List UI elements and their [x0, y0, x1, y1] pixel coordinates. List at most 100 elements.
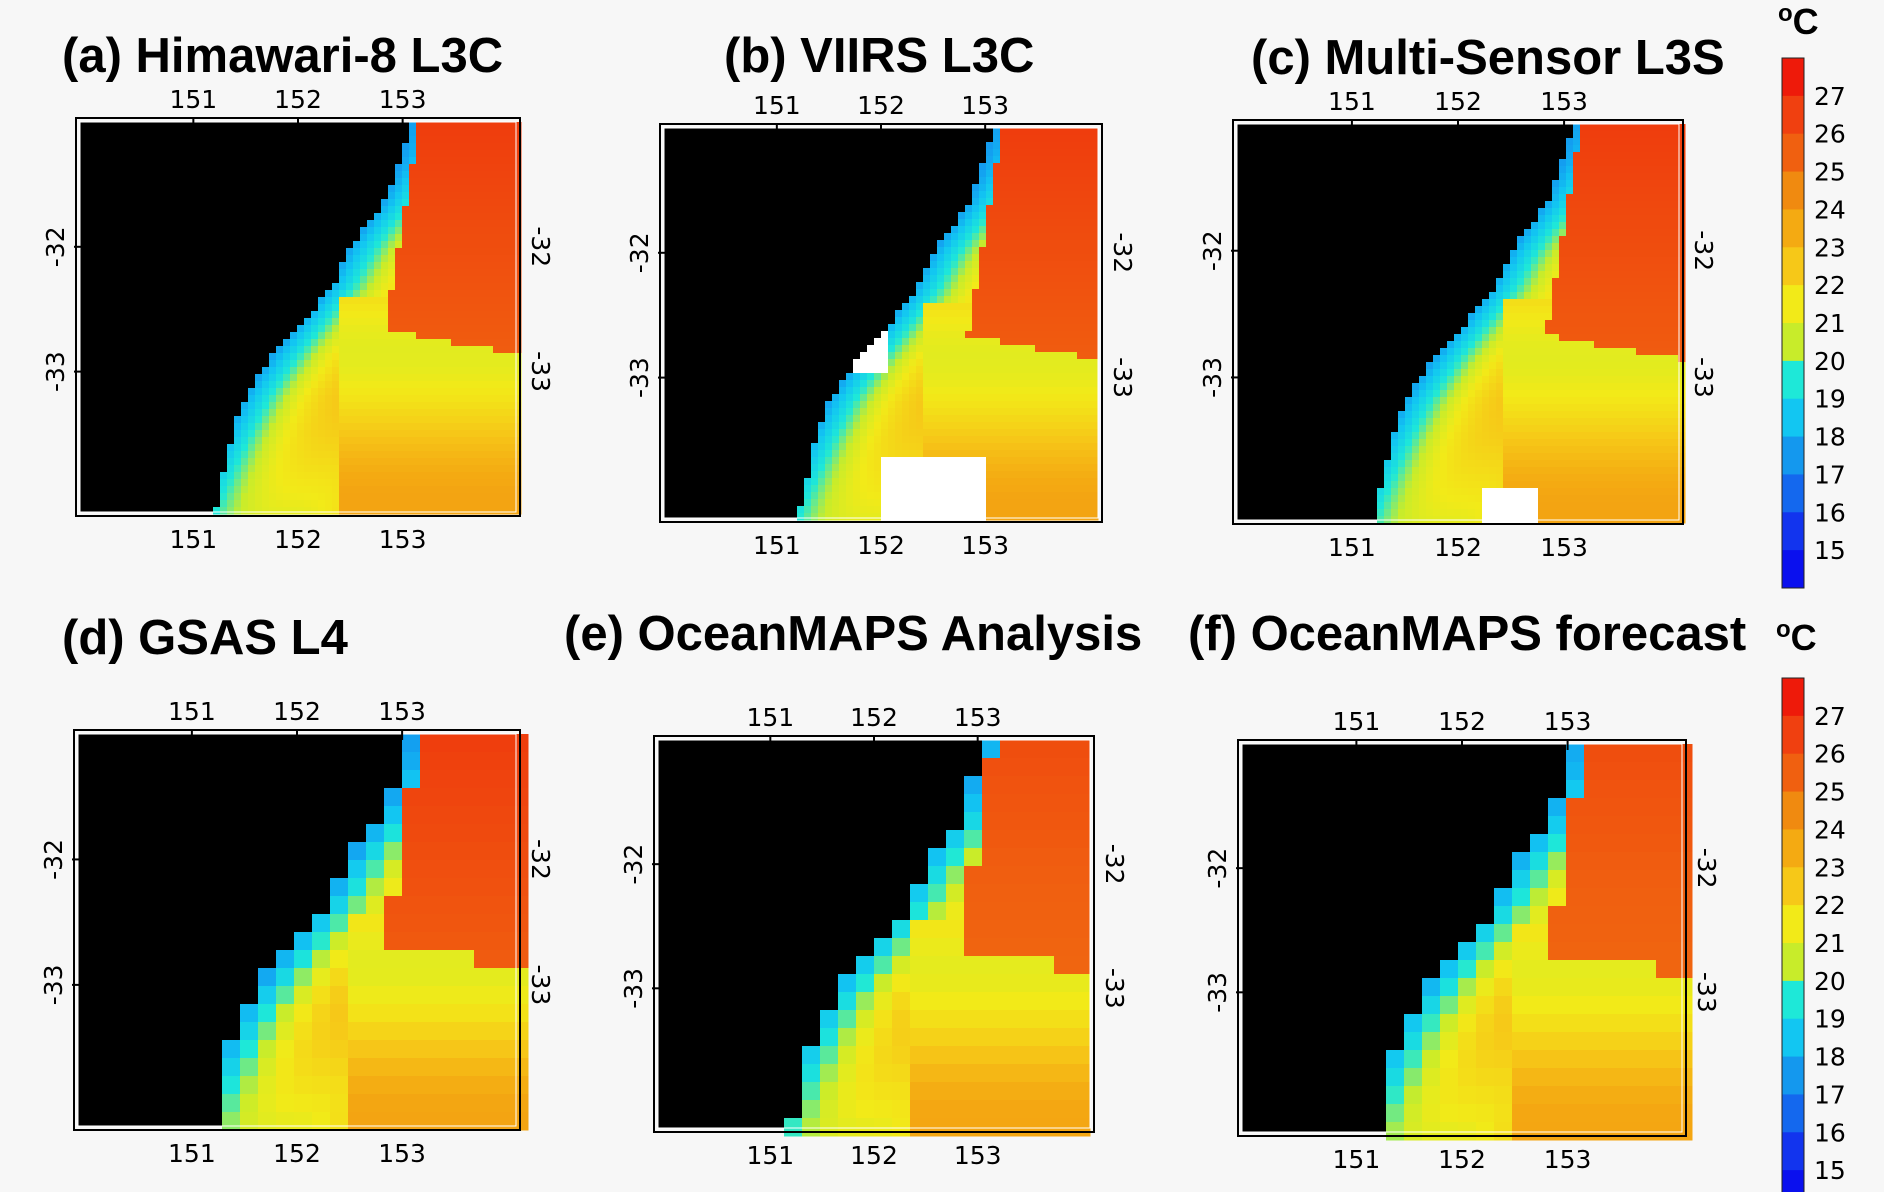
colorbar-swatch — [1782, 792, 1804, 830]
colorbar-label: 15 — [1814, 1156, 1846, 1185]
x-tick-label-top: 152 — [857, 91, 905, 120]
colorbar-swatch — [1782, 323, 1804, 361]
colorbar-label: 20 — [1814, 967, 1846, 996]
colorbar-label: 26 — [1814, 740, 1846, 769]
colorbar-label: 26 — [1814, 120, 1846, 149]
colorbar-label: 19 — [1814, 1005, 1846, 1034]
x-tick-label-bottom: 153 — [961, 531, 1009, 560]
colorbar-swatch — [1782, 867, 1804, 905]
x-tick-label-top: 151 — [753, 91, 801, 120]
colorbar-label: 21 — [1814, 309, 1846, 338]
x-tick-label-top: 153 — [1540, 87, 1588, 116]
x-tick-label-top: 152 — [273, 697, 321, 726]
x-tick-label-bottom: 152 — [274, 525, 322, 554]
x-tick-label-top: 153 — [379, 85, 427, 114]
y-tick-label-right: -33 — [1689, 357, 1718, 398]
x-tick-label-top: 151 — [170, 85, 218, 114]
colorbar-swatch — [1782, 1170, 1804, 1192]
x-tick-label-top: 153 — [1544, 707, 1592, 736]
colorbar-label: 22 — [1814, 271, 1846, 300]
x-tick-label-top: 152 — [850, 703, 898, 732]
colorbar-swatch — [1782, 285, 1804, 323]
x-tick-label-top: 153 — [378, 697, 426, 726]
colorbar-swatch — [1782, 716, 1804, 754]
colorbar-label: 22 — [1814, 891, 1846, 920]
colorbar-swatch — [1782, 512, 1804, 550]
colorbar-swatch — [1782, 172, 1804, 210]
y-tick-label-left: -33 — [41, 351, 70, 392]
colorbar-swatch — [1782, 58, 1804, 96]
x-tick-label-bottom: 151 — [753, 531, 801, 560]
x-tick-label-bottom: 151 — [168, 1139, 216, 1168]
colorbar-swatch — [1782, 209, 1804, 247]
colorbar-swatch — [1782, 1019, 1804, 1057]
y-tick-label-right: -32 — [526, 839, 555, 880]
y-tick-label-right: -33 — [1100, 968, 1129, 1009]
x-tick-label-bottom: 151 — [1328, 533, 1376, 562]
colorbar-swatch — [1782, 1094, 1804, 1132]
colorbar-label: 16 — [1814, 1118, 1846, 1147]
y-tick-label-left: -32 — [39, 839, 68, 880]
colorbar-swatch — [1782, 550, 1804, 588]
colorbar-swatch — [1782, 96, 1804, 134]
panel-title-f: (f) OceanMAPS forecast — [1188, 610, 1746, 659]
colorbar-label: 16 — [1814, 498, 1846, 527]
colorbar-swatch — [1782, 678, 1804, 716]
x-tick-label-top: 153 — [954, 703, 1002, 732]
colorbar-swatch — [1782, 361, 1804, 399]
x-tick-label-top: 151 — [1328, 87, 1376, 116]
y-tick-label-right: -32 — [526, 226, 555, 267]
x-tick-label-top: 153 — [961, 91, 1009, 120]
colorbar-swatch — [1782, 1057, 1804, 1095]
colorbar-label: 15 — [1814, 536, 1846, 565]
colorbar-unit-top: oC — [1778, 2, 1819, 40]
y-tick-label-right: -33 — [1108, 357, 1137, 398]
x-tick-label-bottom: 153 — [954, 1141, 1002, 1170]
colorbar-label: 18 — [1814, 423, 1846, 452]
y-tick-label-left: -32 — [1198, 230, 1227, 271]
y-tick-label-left: -32 — [625, 232, 654, 273]
x-tick-label-top: 151 — [168, 697, 216, 726]
sst-map-panel-b: 151 151 152 152 153 153 -32 -32 -33 -33 — [604, 68, 1158, 578]
x-tick-label-bottom: 152 — [857, 531, 905, 560]
x-tick-label-bottom: 153 — [379, 525, 427, 554]
x-tick-label-bottom: 151 — [746, 1141, 794, 1170]
y-tick-label-left: -33 — [39, 964, 68, 1005]
colorbar-label: 17 — [1814, 460, 1846, 489]
colorbar-swatch — [1782, 437, 1804, 475]
colorbar-label: 27 — [1814, 702, 1846, 731]
colorbar-swatch — [1782, 754, 1804, 792]
colorbar-label: 25 — [1814, 158, 1846, 187]
y-tick-label-left: -32 — [1203, 848, 1232, 889]
colorbar-label: 18 — [1814, 1043, 1846, 1072]
colorbar-label: 20 — [1814, 347, 1846, 376]
panel-title-e: (e) OceanMAPS Analysis — [564, 610, 1142, 659]
colorbar-swatch — [1782, 829, 1804, 867]
x-tick-label-top: 152 — [274, 85, 322, 114]
y-tick-label-right: -33 — [1692, 972, 1721, 1013]
colorbar-swatch — [1782, 399, 1804, 437]
x-tick-label-bottom: 153 — [1540, 533, 1588, 562]
colorbar-swatch — [1782, 1132, 1804, 1170]
x-tick-label-bottom: 153 — [378, 1139, 426, 1168]
x-tick-label-bottom: 152 — [273, 1139, 321, 1168]
colorbar-swatch — [1782, 943, 1804, 981]
colorbar-swatch — [1782, 981, 1804, 1019]
colorbar-swatch — [1782, 905, 1804, 943]
x-tick-label-top: 151 — [746, 703, 794, 732]
y-tick-label-left: -33 — [625, 357, 654, 398]
colorbar-label: 24 — [1814, 195, 1846, 224]
y-tick-label-right: -32 — [1108, 232, 1137, 273]
panel-title-d: (d) GSAS L4 — [62, 614, 348, 663]
colorbar-label: 17 — [1814, 1080, 1846, 1109]
x-tick-label-bottom: 151 — [170, 525, 218, 554]
y-tick-label-left: -32 — [619, 844, 648, 885]
y-tick-label-left: -33 — [619, 968, 648, 1009]
x-tick-label-bottom: 152 — [1434, 533, 1482, 562]
